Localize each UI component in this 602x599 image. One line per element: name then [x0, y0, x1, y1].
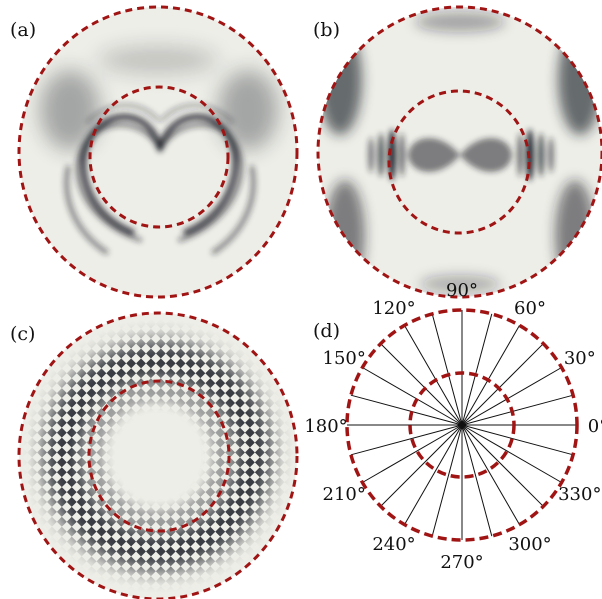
panel-b-field [318, 7, 602, 297]
angle-label-180: 180° [304, 416, 347, 437]
spoke-45 [461, 343, 544, 426]
spoke-255 [431, 424, 463, 537]
spoke-75 [461, 313, 493, 426]
panel-d-inner-circle [408, 371, 516, 479]
angle-label-150: 150° [323, 348, 366, 369]
spoke-105 [431, 313, 463, 426]
spoke-165 [350, 394, 463, 426]
spoke-330 [461, 424, 562, 483]
panel-a-label: (a) [10, 19, 36, 41]
panel-d-spokes [347, 310, 577, 540]
panel-a-outer-circle [17, 5, 299, 299]
panel-d: 0° 30° 60° 90° 120° 150° 180° 210° 240° 270° 300° 3… [304, 280, 602, 573]
angle-label-330: 330° [558, 484, 601, 505]
spoke-135 [380, 343, 463, 426]
angle-label-300: 300° [508, 534, 551, 555]
panel-c: (c) [10, 311, 299, 599]
panel-b-outer-circle [316, 5, 602, 299]
angle-label-30: 30° [564, 348, 596, 369]
spoke-345 [461, 424, 574, 456]
panel-d-label: (d) [313, 320, 340, 342]
panel-b-inner-circle [387, 89, 531, 235]
angle-label-120: 120° [372, 298, 415, 319]
panel-d-angle-labels: 0° 30° 60° 90° 120° 150° 180° 210° 240° 270° 300° 3… [304, 280, 602, 573]
panel-c-label: (c) [10, 323, 35, 345]
angle-label-0: 0° [588, 416, 602, 437]
spoke-240 [404, 424, 463, 525]
spoke-195 [350, 424, 463, 456]
panel-a-inner-circle [88, 85, 230, 229]
angle-label-270: 270° [440, 552, 483, 573]
spoke-285 [461, 424, 493, 537]
panel-c-inner-circle [87, 379, 231, 533]
spoke-300 [461, 424, 520, 525]
angle-label-60: 60° [514, 298, 546, 319]
spoke-150 [362, 367, 463, 426]
angle-label-210: 210° [323, 484, 366, 505]
panel-c-outer-circle [17, 311, 299, 599]
panel-a: (a) [10, 5, 299, 299]
panel-a-field [19, 7, 297, 297]
spoke-120 [404, 325, 463, 426]
spoke-60 [461, 325, 520, 426]
angle-label-90: 90° [446, 280, 478, 301]
spoke-210 [362, 424, 463, 483]
spoke-30 [461, 367, 562, 426]
panel-b-label: (b) [313, 19, 340, 41]
spoke-315 [461, 424, 544, 507]
spoke-15 [461, 394, 574, 426]
panel-b: (b) [313, 5, 602, 299]
spoke-225 [380, 424, 463, 507]
panel-c-field [19, 313, 297, 599]
panel-d-outer-circle [345, 308, 579, 542]
angle-label-240: 240° [372, 534, 415, 555]
